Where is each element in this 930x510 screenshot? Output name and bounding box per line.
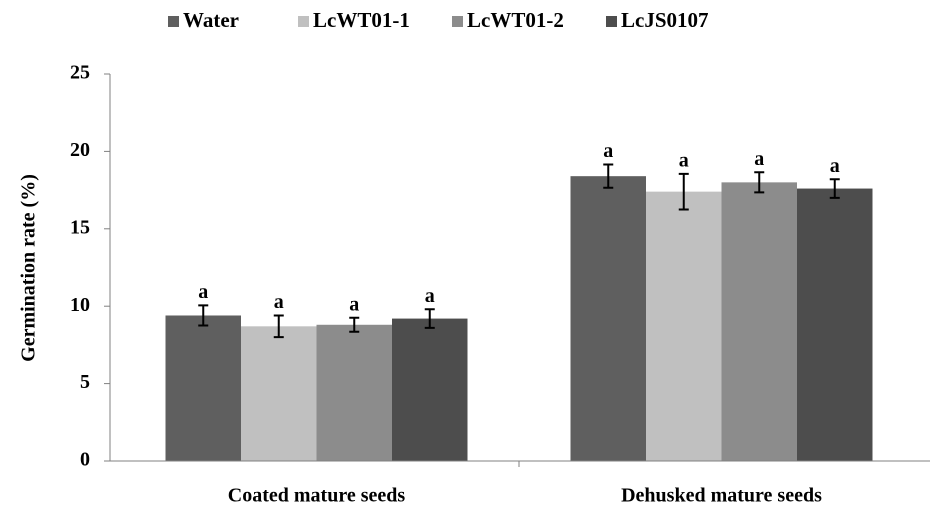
y-tick-label: 5 [80,371,90,393]
x-tick-label: Coated mature seeds [228,485,406,507]
legend-swatch [606,16,617,27]
x-tick-label: Dehusked mature seeds [621,485,822,507]
legend-label: LcWT01-1 [313,8,410,32]
legend-label: LcJS0107 [621,8,709,32]
y-tick-label: 25 [70,62,90,84]
y-axis-label: Germination rate (%) [18,174,40,362]
error-bar [273,314,284,339]
significance-label: a [198,281,208,303]
y-tick-label: 0 [80,449,90,471]
bar [392,318,468,461]
error-bar [829,178,840,199]
bar [797,188,873,461]
error-bar [678,172,689,211]
error-bar [198,304,209,327]
significance-label: a [349,293,359,315]
error-bar [349,316,360,333]
significance-label: a [603,140,613,162]
significance-label: a [754,148,764,170]
bar [241,326,317,461]
error-bar [603,163,614,189]
y-tick-label: 20 [70,139,90,161]
significance-label: a [830,155,840,177]
significance-label: a [679,149,689,171]
legend-swatch [298,16,309,27]
bar [165,315,241,461]
bar [570,176,646,461]
bar [646,191,722,461]
legend-label: Water [183,8,239,32]
error-bar [754,171,765,194]
legend-label: LcWT01-2 [467,8,564,32]
legend-swatch [452,16,463,27]
bar [316,324,392,461]
significance-label: a [425,285,435,307]
error-bar [424,308,435,329]
bar [721,182,797,462]
legend-swatch [168,16,179,27]
y-tick-label: 10 [70,294,90,316]
y-tick-label: 15 [70,216,90,238]
significance-label: a [274,291,284,313]
